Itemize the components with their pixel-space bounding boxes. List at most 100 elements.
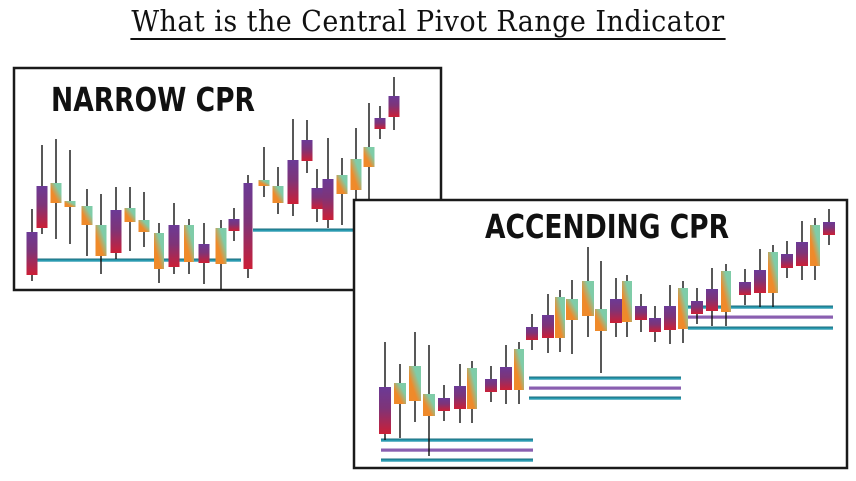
- candle-bull: [768, 245, 778, 307]
- candle-bull: [566, 280, 578, 354]
- candle-bear: [739, 269, 751, 305]
- candle-body: [582, 281, 594, 316]
- candle-body: [691, 301, 703, 314]
- candle-body: [287, 160, 299, 204]
- candle-body: [454, 386, 466, 409]
- candle-body: [336, 175, 348, 194]
- candle-body: [154, 233, 164, 269]
- candle-body: [110, 210, 122, 253]
- candle-body: [768, 252, 778, 293]
- candle-bull: [258, 147, 270, 197]
- candle-body: [739, 282, 751, 295]
- candle-bull: [514, 342, 524, 404]
- candle-body: [526, 327, 538, 340]
- candle-bull: [409, 332, 421, 422]
- candle-bull: [215, 220, 227, 290]
- candle-body: [301, 140, 313, 161]
- candle-bear: [610, 278, 622, 337]
- cpr-line-shade: [381, 438, 533, 440]
- candle-bear: [198, 223, 210, 284]
- candle-body: [678, 288, 688, 329]
- cpr-line-teal: [253, 228, 434, 232]
- candle-bear: [635, 294, 647, 332]
- candle-body: [228, 219, 240, 231]
- candle-bull: [622, 275, 632, 337]
- narrow-cpr-candles: [26, 77, 400, 290]
- candle-body: [168, 225, 180, 267]
- ascending-cpr-candles: [379, 209, 835, 456]
- cpr-line-teal: [688, 305, 833, 309]
- cpr-line-purple: [381, 448, 533, 452]
- candle-bear: [243, 175, 253, 278]
- candle-bull: [124, 187, 136, 251]
- candle-bull: [154, 223, 164, 283]
- candle-bear: [500, 345, 512, 404]
- candle-body: [322, 179, 334, 220]
- candle-body: [138, 220, 150, 232]
- candle-body: [721, 271, 731, 312]
- candle-body: [379, 387, 391, 434]
- candle-bear: [26, 209, 38, 281]
- candle-bear: [388, 77, 400, 130]
- candle-body: [754, 270, 766, 293]
- candle-body: [438, 398, 450, 411]
- candle-body: [706, 289, 718, 311]
- candle-body: [485, 379, 497, 392]
- candle-body: [595, 309, 607, 331]
- cpr-line-teal: [37, 258, 241, 262]
- page-title: What is the Central Pivot Range Indicato…: [0, 4, 856, 40]
- candle-body: [781, 254, 793, 268]
- candle-body: [272, 186, 284, 203]
- candle-bear: [322, 138, 334, 228]
- candle-bull: [64, 150, 76, 244]
- candle-bull: [595, 261, 607, 373]
- candle-body: [26, 232, 38, 275]
- candle-body: [388, 96, 400, 117]
- candle-bear: [36, 145, 48, 234]
- candle-bull: [50, 139, 62, 239]
- candle-body: [467, 368, 477, 409]
- candle-body: [810, 225, 820, 266]
- cpr-line-purple: [529, 386, 681, 390]
- candle-bull: [555, 290, 565, 352]
- candle-bull: [272, 167, 284, 214]
- candle-body: [500, 367, 512, 390]
- cpr-line-purple: [688, 315, 833, 319]
- cpr-line-shade: [253, 228, 434, 230]
- candle-bull: [423, 345, 435, 456]
- candle-bear: [754, 249, 766, 307]
- candle-body: [64, 201, 76, 207]
- candle-bull: [350, 128, 362, 209]
- candle-bear: [796, 221, 808, 280]
- candle-bear: [438, 385, 450, 421]
- candle-body: [36, 186, 48, 228]
- candle-bear: [485, 366, 497, 402]
- candle-bear: [110, 187, 122, 259]
- cpr-line-shade: [381, 458, 533, 460]
- cpr-line-teal: [688, 326, 833, 330]
- candle-bull: [184, 219, 194, 274]
- candle-bear: [228, 208, 240, 241]
- candle-bear: [664, 285, 676, 344]
- candle-bear: [706, 268, 718, 326]
- candle-body: [555, 297, 565, 338]
- candle-body: [664, 306, 676, 330]
- candle-body: [610, 299, 622, 323]
- candle-body: [394, 383, 406, 404]
- candle-bear: [823, 209, 835, 245]
- candle-bear: [781, 241, 793, 278]
- candle-body: [374, 118, 386, 129]
- candle-bear: [311, 169, 323, 222]
- candle-body: [311, 188, 323, 209]
- candle-body: [198, 244, 210, 263]
- candle-body: [215, 228, 227, 264]
- candle-bear: [691, 288, 703, 324]
- candle-bull: [678, 281, 688, 343]
- cpr-line-teal: [381, 458, 533, 462]
- candle-bear: [168, 203, 180, 274]
- cpr-line-teal: [529, 396, 681, 400]
- candle-bull: [336, 158, 348, 225]
- candle-body: [258, 180, 270, 186]
- cpr-line-teal: [381, 438, 533, 442]
